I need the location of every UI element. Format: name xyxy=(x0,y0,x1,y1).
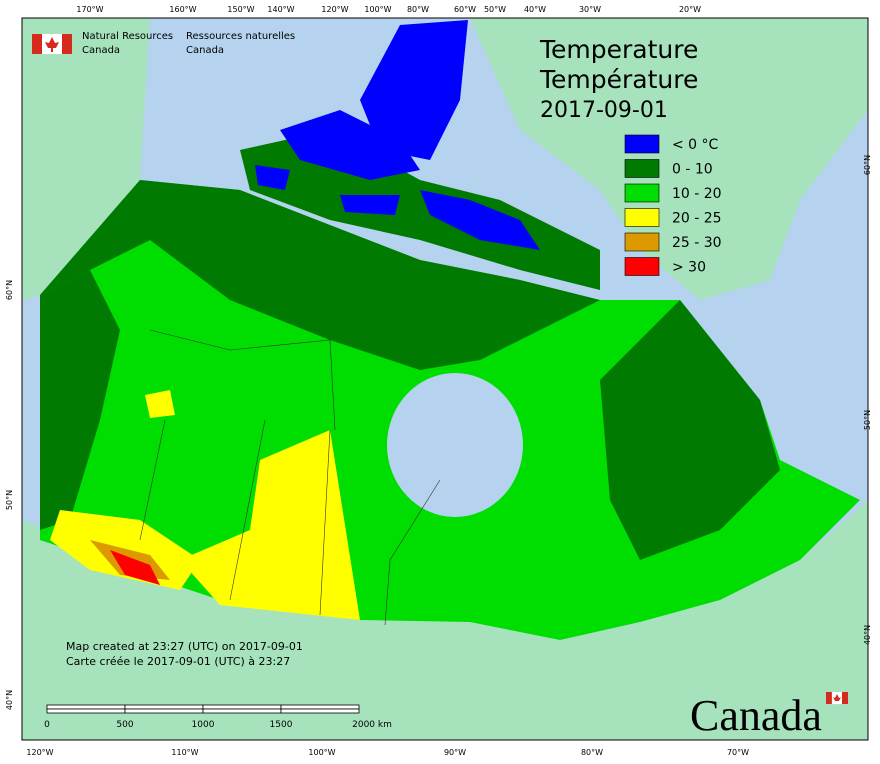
scale-segment xyxy=(46,704,126,710)
hudson-bay xyxy=(387,373,523,517)
legend-label: < 0 °C xyxy=(672,137,719,153)
legend-label: 0 - 10 xyxy=(672,162,713,178)
frame xyxy=(21,17,869,741)
longitude-label: 150°W xyxy=(227,5,254,14)
scale-label: 1500 xyxy=(270,720,293,730)
legend-swatch xyxy=(624,159,660,178)
greenland xyxy=(470,18,868,300)
longitude-label: 100°W xyxy=(308,748,335,757)
legend-swatch xyxy=(624,208,660,227)
scale-segment xyxy=(124,704,204,710)
longitude-label: 120°W xyxy=(321,5,348,14)
latitude-label: 40°N xyxy=(5,690,14,710)
scale-segment xyxy=(124,708,204,714)
title: Température xyxy=(539,65,698,94)
temperature-zone xyxy=(340,195,400,215)
wordmark-flag xyxy=(826,691,848,705)
latitude-label: 60°N xyxy=(5,280,14,300)
longitude-label: 70°W xyxy=(727,748,749,757)
longitude-label: 160°W xyxy=(169,5,196,14)
map-date: 2017-09-01 xyxy=(540,98,668,123)
boundaries xyxy=(139,329,441,626)
scale-label: 2000 km xyxy=(352,720,392,730)
agency-en: Natural Resources xyxy=(82,31,173,42)
longitude-label: 120°W xyxy=(26,748,53,757)
temperature-zone xyxy=(240,130,600,290)
longitude-label: 30°W xyxy=(579,5,601,14)
longitude-label: 80°W xyxy=(581,748,603,757)
note: Carte créée le 2017-09-01 (UTC) à 23:27 xyxy=(66,655,290,668)
scale-bar: 0 500 1000 1500 2000 km xyxy=(44,704,392,730)
legend-label: 10 - 20 xyxy=(672,186,722,202)
flag-logo xyxy=(32,34,72,54)
temperature-zone xyxy=(110,550,160,585)
temperature-zone xyxy=(145,390,175,418)
canada-wordmark: Canada xyxy=(690,691,822,740)
longitude-label: 20°W xyxy=(679,5,701,14)
legend-label: 20 - 25 xyxy=(672,211,722,227)
longitude-label: 50°W xyxy=(484,5,506,14)
longitude-label: 80°W xyxy=(407,5,429,14)
scale-label: 0 xyxy=(44,720,50,730)
note: Map created at 23:27 (UTC) on 2017-09-01 xyxy=(66,640,303,653)
longitude-label: 140°W xyxy=(267,5,294,14)
agency-fr: Ressources naturelles xyxy=(186,31,295,42)
temperature-zone xyxy=(280,110,420,180)
alaska xyxy=(22,18,150,300)
map-body xyxy=(22,18,868,740)
scale-segment xyxy=(280,708,360,714)
scale-segment xyxy=(46,708,126,714)
longitude-label: 60°W xyxy=(454,5,476,14)
legend-swatch xyxy=(624,232,660,252)
scale-label: 500 xyxy=(116,720,133,730)
temperature-zone xyxy=(180,430,360,620)
scale-segment xyxy=(280,704,360,710)
latitude-label: 50°N xyxy=(5,490,14,510)
legend-swatch xyxy=(624,257,660,276)
temperature-zone xyxy=(255,165,290,190)
scale-label: 1000 xyxy=(192,720,215,730)
longitude-label: 40°W xyxy=(524,5,546,14)
temperature-zone xyxy=(40,270,120,530)
longitude-label: 170°W xyxy=(76,5,103,14)
legend-swatch xyxy=(624,183,660,203)
temperature-zone xyxy=(40,180,600,370)
agency-fr: Canada xyxy=(186,45,224,56)
legend-label: > 30 xyxy=(672,260,706,276)
longitude-label: 90°W xyxy=(444,748,466,757)
temperature-zone xyxy=(600,300,780,560)
title: Temperature xyxy=(539,35,698,64)
united-states xyxy=(22,500,868,740)
agency-en: Canada xyxy=(82,45,120,56)
latitude-label: 60°N xyxy=(863,155,872,175)
latitude-label: 50°N xyxy=(863,410,872,430)
legend-label: 25 - 30 xyxy=(672,235,722,251)
latitude-label: 40°N xyxy=(863,625,872,645)
scale-segment xyxy=(202,708,282,714)
legend: < 0 °C 0 - 10 10 - 20 20 - 25 25 - 30 > 30 xyxy=(624,134,722,276)
scale-segment xyxy=(202,704,282,710)
temperature-zone xyxy=(360,20,468,160)
longitude-label: 110°W xyxy=(171,748,198,757)
longitude-label: 100°W xyxy=(364,5,391,14)
legend-swatch xyxy=(624,134,660,154)
temperature-zone xyxy=(420,190,540,250)
